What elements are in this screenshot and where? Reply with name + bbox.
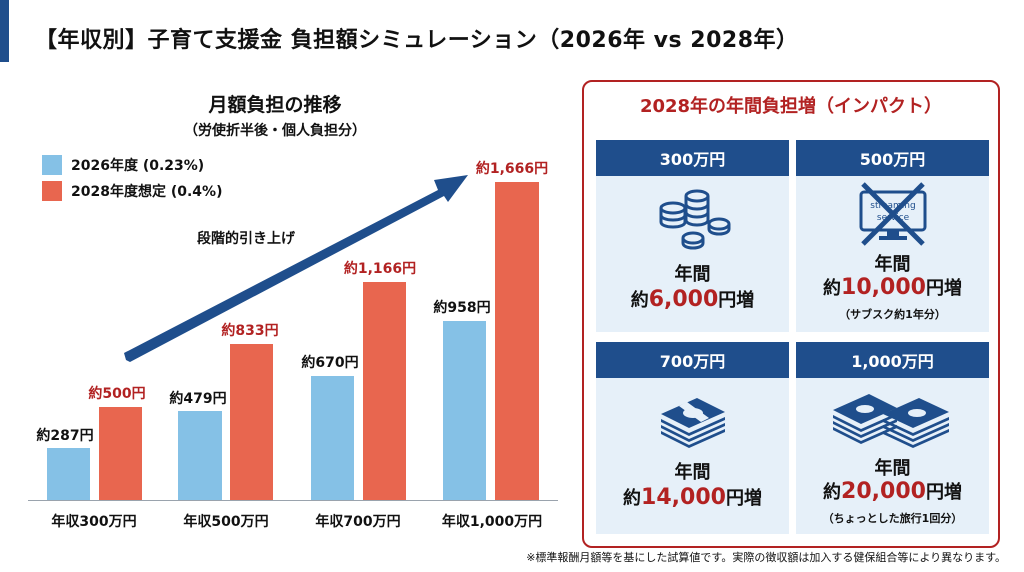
bar-2026-500 xyxy=(178,411,222,500)
impact-card-300: 300万円 年間 約6,000円増 xyxy=(596,140,789,332)
chart-annotation: 段階的引き上げ xyxy=(197,231,295,247)
legend-item-2026: 2026年度 (0.23%) xyxy=(42,152,222,178)
impact-panel-title: 2028年の年間負担増（インパクト） xyxy=(639,96,943,117)
amount-suffix: 円増 xyxy=(925,278,962,299)
svg-text:streaming: streaming xyxy=(870,201,915,211)
impact-card-700: 700万円 年間 約14,000円増 xyxy=(596,342,789,534)
amount-suffix: 円増 xyxy=(925,482,962,503)
bar-label-2028-500: 約833円 xyxy=(221,323,279,339)
legend-swatch-2026 xyxy=(42,155,62,175)
impact-card-500: 500万円 streaming service 年間 約10,000円増 （サブ… xyxy=(796,140,989,332)
amount-suffix: 円増 xyxy=(718,290,755,311)
card-period-label: 年間 xyxy=(874,254,911,275)
legend-label-2026: 2026年度 (0.23%) xyxy=(71,158,205,174)
chart-title: 月額負担の推移 xyxy=(208,94,342,116)
page-title: 【年収別】子育て支援金 負担額シミュレーション（2026年 vs 2028年） xyxy=(35,28,799,53)
card-header: 700万円 xyxy=(596,342,789,378)
footnote: ※標準報酬月額等を基にした試算値です。実際の徴収額は加入する健保組合等により異な… xyxy=(526,551,1006,564)
category-label-500: 年収500万円 xyxy=(183,514,269,530)
bar-label-2026-500: 約479円 xyxy=(169,391,227,407)
amount-value: 6,000 xyxy=(648,287,719,312)
coins-icon xyxy=(659,189,730,250)
title-accent-bar xyxy=(0,0,9,62)
card-note: （サブスク約1年分） xyxy=(839,308,946,321)
card-amount: 約20,000円増 xyxy=(796,478,989,504)
amount-value: 14,000 xyxy=(641,485,726,510)
legend-swatch-2028 xyxy=(42,181,62,201)
bar-chart: 約287円 約500円 年収300万円 約479円 約833円 年収500万円 … xyxy=(28,161,558,530)
category-label-300: 年収300万円 xyxy=(51,514,137,530)
impact-card-1000: 1,000万円 年間 約20,000円増 （ちょっとした旅行1回分） xyxy=(796,342,989,534)
category-label-700: 年収700万円 xyxy=(315,514,401,530)
impact-panel: 2028年の年間負担増（インパクト） 300万円 年間 約6,000円増 500… xyxy=(582,80,1000,548)
card-period-label: 年間 xyxy=(674,462,711,483)
card-note: （ちょっとした旅行1回分） xyxy=(822,512,963,525)
bar-label-2028-700: 約1,166円 xyxy=(343,261,417,277)
bar-label-2026-300: 約287円 xyxy=(36,428,94,444)
amount-prefix: 約 xyxy=(823,482,842,503)
card-period-label: 年間 xyxy=(674,264,711,285)
amount-prefix: 約 xyxy=(630,290,649,311)
bar-2026-700 xyxy=(311,376,354,500)
bar-label-2028-1000: 約1,666円 xyxy=(475,161,549,177)
svg-text:service: service xyxy=(876,213,909,223)
bar-2028-500 xyxy=(230,344,273,500)
bar-label-2026-1000: 約958円 xyxy=(433,300,491,316)
two-banknote-stacks-icon xyxy=(832,394,949,448)
banknote-stack-icon xyxy=(660,398,725,448)
card-header: 1,000万円 xyxy=(796,342,989,378)
card-amount: 約10,000円増 xyxy=(796,274,989,300)
bar-label-2028-300: 約500円 xyxy=(88,386,146,402)
bar-label-2026-700: 約670円 xyxy=(301,355,359,371)
amount-suffix: 円増 xyxy=(725,488,762,509)
x-axis-line xyxy=(28,500,558,501)
card-header: 300万円 xyxy=(596,140,789,176)
card-period-label: 年間 xyxy=(874,458,911,479)
bar-2028-700 xyxy=(363,282,406,500)
bar-2026-300 xyxy=(47,448,90,500)
card-amount: 約6,000円増 xyxy=(596,286,789,312)
category-label-1000: 年収1,000万円 xyxy=(441,514,543,530)
bar-2028-300 xyxy=(99,407,142,500)
card-header: 500万円 xyxy=(796,140,989,176)
amount-value: 10,000 xyxy=(841,275,926,300)
card-amount: 約14,000円増 xyxy=(596,484,789,510)
bar-2028-1000 xyxy=(495,182,539,500)
amount-prefix: 約 xyxy=(623,488,642,509)
cancelled-streaming-service-icon: streaming service xyxy=(859,182,926,246)
bar-2026-1000 xyxy=(443,321,486,500)
amount-value: 20,000 xyxy=(841,479,926,504)
chart-subtitle: （労使折半後・個人負担分） xyxy=(184,123,366,139)
amount-prefix: 約 xyxy=(823,278,842,299)
